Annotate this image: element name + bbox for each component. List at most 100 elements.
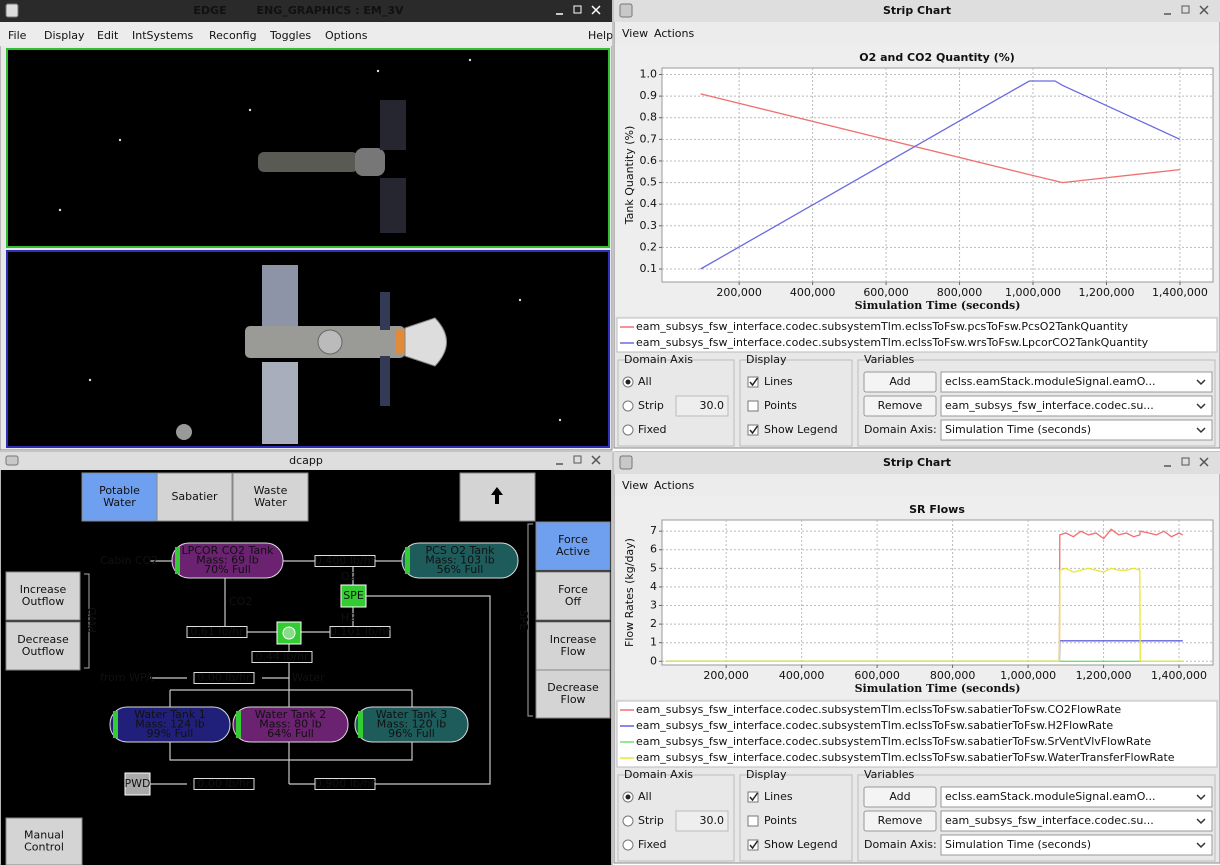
spe-button[interactable] — [535, 669, 611, 719]
maximize-button[interactable] — [573, 455, 582, 464]
tab-button-label: Sabatier — [171, 490, 218, 503]
menu-item[interactable]: Display — [44, 29, 85, 42]
checkbox[interactable] — [747, 400, 759, 412]
checkbox[interactable] — [747, 815, 759, 827]
solar-panel — [380, 100, 406, 150]
checkbox[interactable] — [747, 791, 759, 803]
checkbox[interactable] — [747, 424, 759, 436]
x-tick-label: 800,000 — [930, 669, 976, 682]
radio-button[interactable] — [622, 400, 634, 412]
button[interactable] — [863, 786, 937, 808]
maximize-button[interactable] — [1181, 457, 1190, 466]
button[interactable] — [863, 810, 937, 832]
tank-status — [113, 711, 118, 738]
menu-item[interactable]: Toggles — [269, 29, 311, 42]
y-tick-label: 0.8 — [640, 111, 658, 124]
menu-item[interactable]: Reconfig — [209, 29, 257, 42]
menu-item[interactable]: File — [8, 29, 27, 42]
y-tick-label: 1.0 — [640, 67, 658, 80]
y-tick-label: 5 — [650, 561, 657, 574]
x-tick-label: 200,000 — [703, 669, 749, 682]
x-tick-label: 200,000 — [716, 286, 762, 299]
menu-item[interactable]: Actions — [654, 27, 694, 40]
close-button[interactable] — [1199, 457, 1209, 467]
connector — [366, 595, 491, 785]
y-tick-label: 0.3 — [640, 219, 658, 232]
strip-input[interactable] — [675, 395, 729, 417]
series-line — [665, 528, 1184, 662]
checkbox-label: Show Legend — [764, 423, 838, 436]
button[interactable] — [863, 371, 937, 393]
spe-bracket — [527, 523, 533, 717]
select[interactable] — [940, 810, 1213, 832]
tab-button[interactable] — [81, 472, 158, 522]
solar-panel — [262, 362, 298, 444]
y-tick-label: 4 — [650, 580, 657, 593]
tab-button[interactable] — [232, 472, 309, 522]
menu-bar — [0, 22, 612, 46]
checkbox[interactable] — [747, 376, 759, 388]
series-line — [700, 93, 1180, 184]
pwd-button[interactable] — [5, 571, 81, 621]
tank-name: PCS O2 Tank — [426, 544, 496, 557]
series-line — [665, 640, 1183, 662]
maximize-button[interactable] — [573, 5, 582, 14]
radio-button[interactable] — [622, 839, 634, 851]
select[interactable] — [940, 371, 1213, 393]
tank-level: 96% Full — [388, 727, 435, 740]
window-title: EDGE — [193, 4, 226, 17]
sr-icon — [282, 626, 296, 640]
x-axis-label: Simulation Time (seconds) — [855, 682, 1021, 695]
tank-level: 70% Full — [204, 563, 251, 576]
menu-item[interactable]: IntSystems — [132, 29, 194, 42]
pwd-button[interactable] — [5, 621, 81, 671]
button-label: Remove — [878, 814, 923, 827]
spe-button[interactable] — [535, 521, 611, 571]
close-button[interactable] — [591, 455, 601, 465]
node-label: SPE — [343, 589, 364, 602]
x-axis-label: Simulation Time (seconds) — [855, 299, 1021, 312]
solar-panel — [380, 292, 390, 330]
strip-chart-window: Strip Chart View Actions O2 and CO2 Quantit… — [613, 0, 1220, 449]
radio-button[interactable] — [622, 424, 634, 436]
maximize-button[interactable] — [1181, 5, 1190, 14]
strip-input[interactable] — [675, 810, 729, 832]
select[interactable] — [940, 419, 1213, 441]
window-icon — [5, 455, 19, 466]
spe-button[interactable] — [535, 621, 611, 671]
menu-item[interactable]: View — [622, 479, 648, 492]
radio-button[interactable] — [622, 815, 634, 827]
spe-button[interactable] — [535, 571, 611, 621]
y-tick-label: 0.9 — [640, 89, 658, 102]
group-title: Variables — [864, 768, 915, 781]
menu-item[interactable]: Edit — [97, 29, 119, 42]
close-button[interactable] — [591, 5, 601, 15]
select[interactable] — [940, 834, 1213, 856]
flow-value: 0.00 lb/hr — [197, 777, 251, 790]
select[interactable] — [940, 786, 1213, 808]
tab-button-label: Water — [254, 496, 287, 509]
select-value: Simulation Time (seconds) — [945, 838, 1091, 851]
close-button[interactable] — [1199, 5, 1209, 15]
manual-button[interactable] — [5, 817, 83, 865]
y-tick-label: 0.4 — [640, 197, 658, 210]
pwd-button-label: Decrease — [17, 633, 69, 646]
checkbox[interactable] — [747, 839, 759, 851]
station-module — [355, 148, 385, 176]
tank-mass: Mass: 69 lb — [196, 554, 258, 567]
menu-item[interactable]: Options — [325, 29, 368, 42]
pwd-button-label: Outflow — [22, 595, 65, 608]
up-button[interactable] — [459, 472, 536, 522]
edge-window: EDGE ENG_GRAPHICS : EM_3V File Display Edit I… — [0, 0, 613, 451]
x-tick-label: 600,000 — [863, 286, 909, 299]
y-tick-label: 0.1 — [640, 262, 658, 275]
select[interactable] — [940, 395, 1213, 417]
legend-entry: eam_subsys_fsw_interface.codec.subsystem… — [636, 320, 1128, 333]
tab-button[interactable] — [156, 472, 233, 522]
menu-item[interactable]: View — [622, 27, 648, 40]
button[interactable] — [863, 395, 937, 417]
station-capsule — [404, 317, 447, 367]
select-arrow — [1196, 379, 1206, 386]
menu-item[interactable]: Actions — [654, 479, 694, 492]
menu-item[interactable]: Help — [588, 29, 613, 42]
